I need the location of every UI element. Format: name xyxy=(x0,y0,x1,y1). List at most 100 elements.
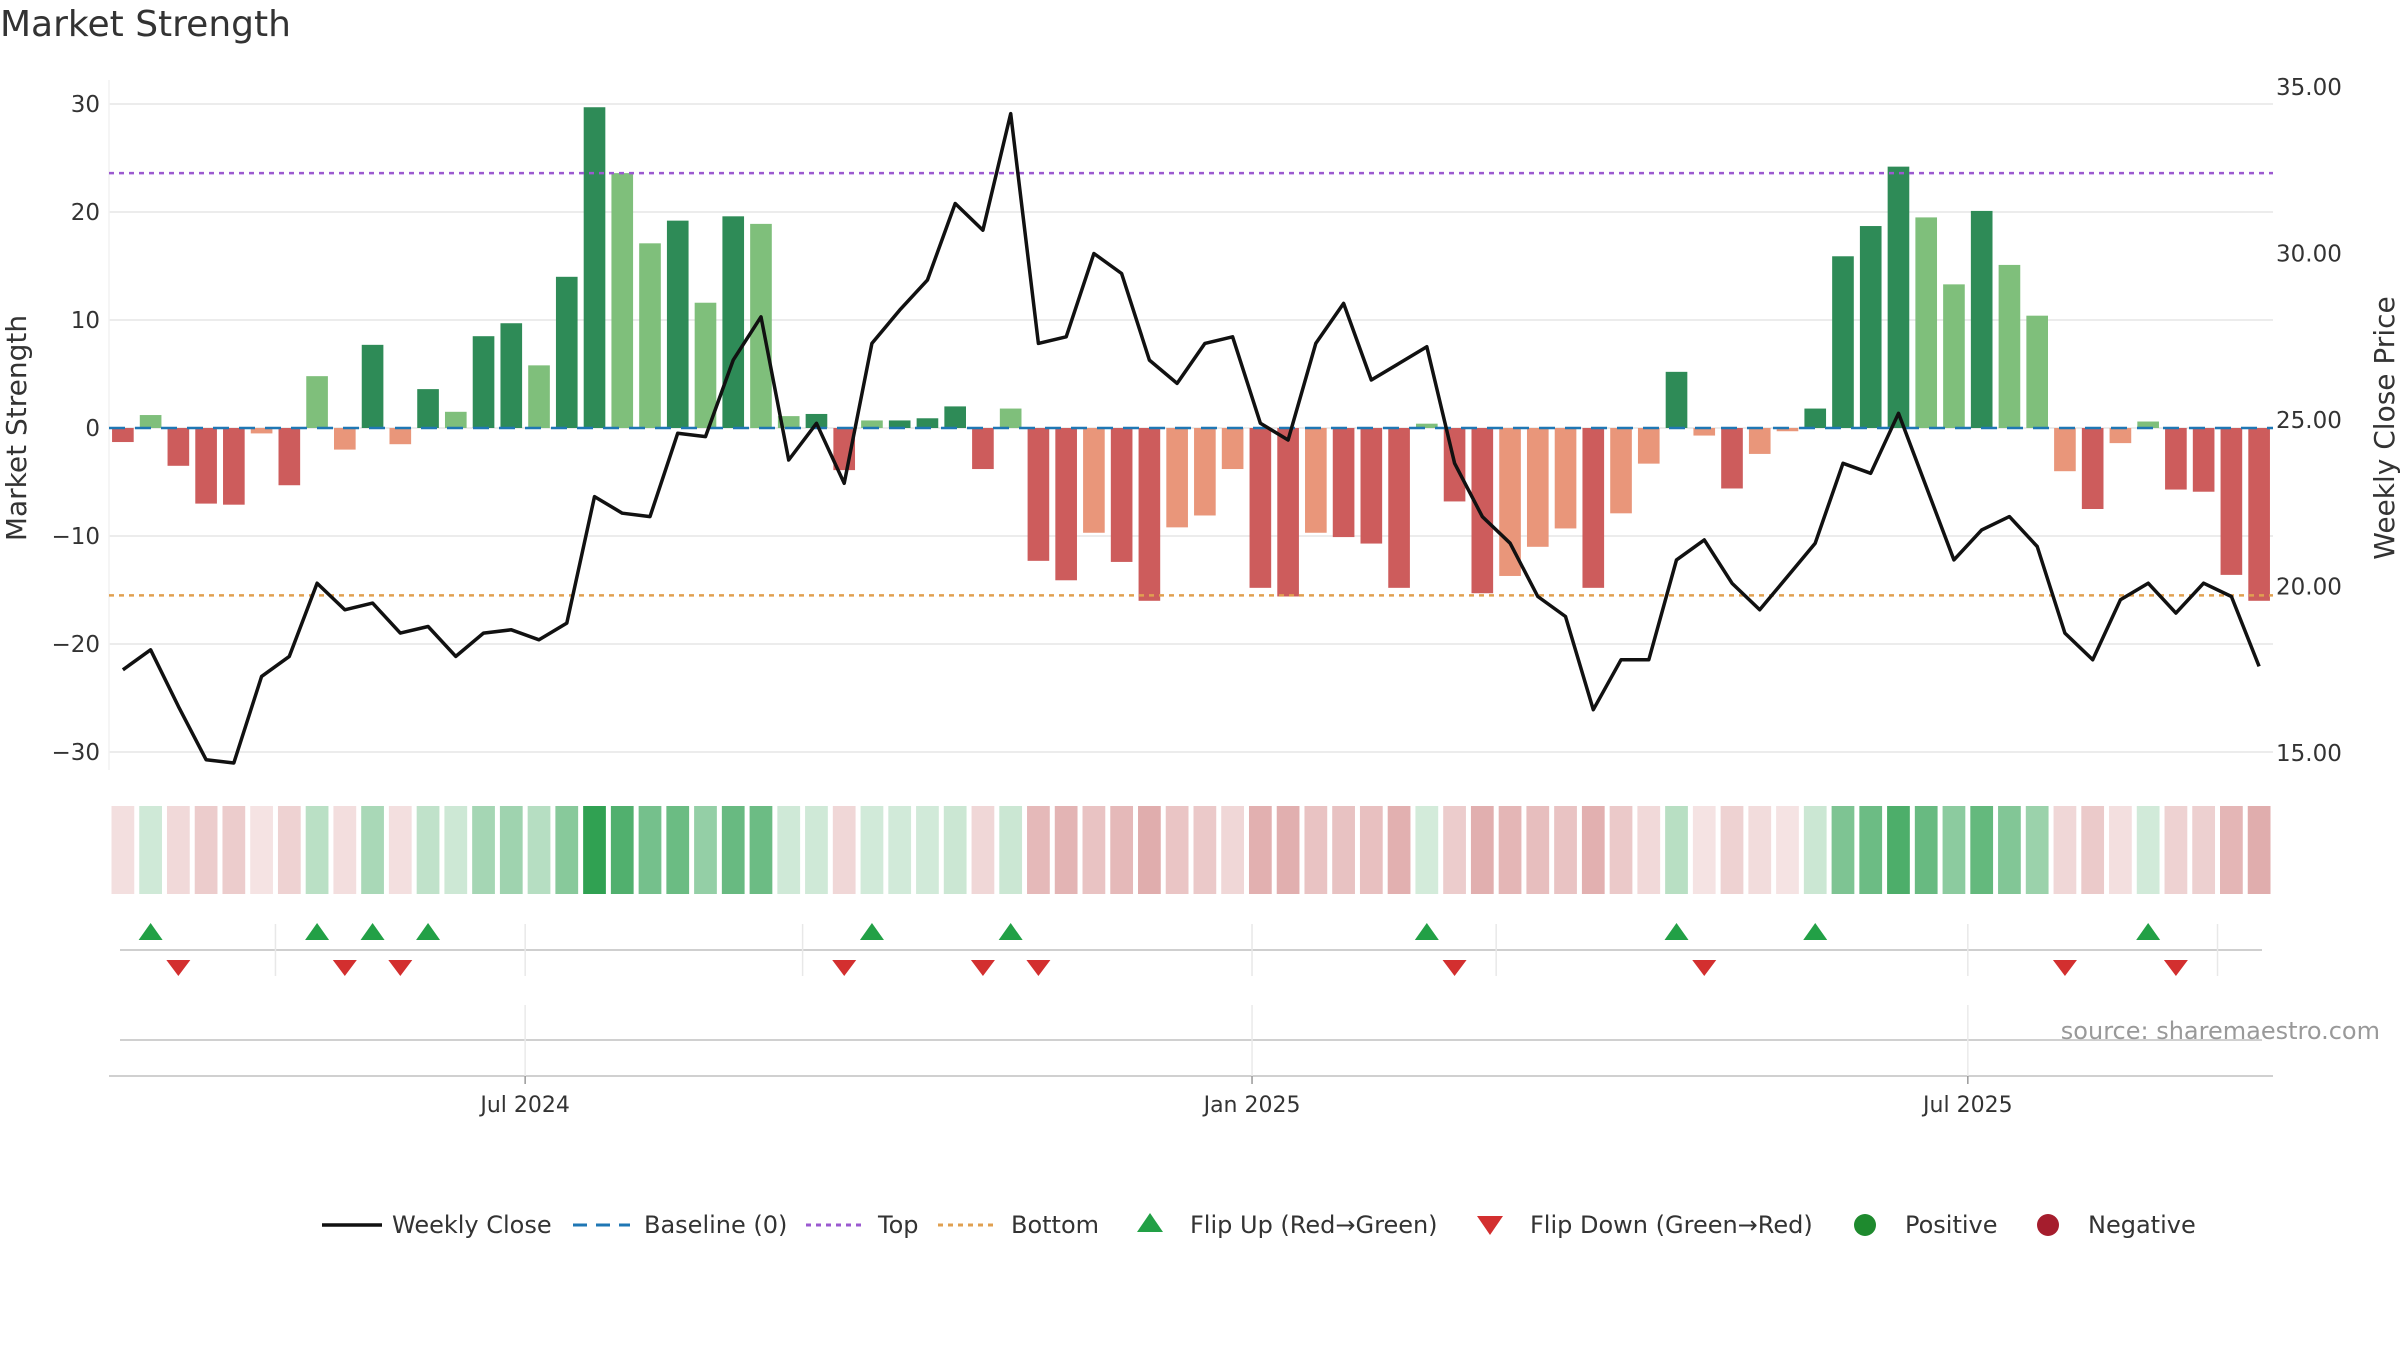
flip-up-marker xyxy=(360,923,385,940)
heat-cell xyxy=(2109,806,2132,894)
heat-cell xyxy=(1359,806,1383,894)
heat-cell xyxy=(250,806,273,894)
strength-bar xyxy=(555,276,578,428)
legend-flip-up-swatch xyxy=(1137,1213,1163,1232)
legend-positive-label: Positive xyxy=(1905,1211,1998,1239)
heat-cell xyxy=(444,806,468,894)
flip-down-marker xyxy=(166,960,191,976)
strength-bar xyxy=(611,173,634,428)
heat-cell xyxy=(194,806,218,894)
legend-negative-label: Negative xyxy=(2088,1211,2196,1239)
strength-bar xyxy=(472,336,495,428)
heat-cell xyxy=(166,806,190,894)
heat-cell xyxy=(888,806,912,894)
heat-cell xyxy=(777,806,801,894)
heat-cell xyxy=(277,806,301,894)
heat-cell xyxy=(1193,806,1217,894)
strength-bar xyxy=(1416,423,1438,428)
flip-down-marker xyxy=(2052,960,2077,976)
heat-cell xyxy=(333,806,357,894)
heat-cell xyxy=(805,806,828,894)
legend-top-label: Top xyxy=(877,1211,919,1239)
strength-bar xyxy=(1166,428,1188,528)
heat-cell xyxy=(1887,806,1910,894)
heat-cell xyxy=(1803,806,1827,894)
heat-cell xyxy=(499,806,523,894)
right-tick-label: 25.00 xyxy=(2276,408,2342,434)
chart-title: Market Strength xyxy=(0,4,291,45)
strength-bar xyxy=(1471,428,1494,594)
heat-cell xyxy=(1720,806,1744,894)
strength-bar xyxy=(1110,428,1133,562)
heat-cell xyxy=(1332,806,1355,894)
heat-cell xyxy=(1304,806,1328,894)
heat-cell xyxy=(1221,806,1244,894)
axes: 30 20 10 0 −10 −20 −30 35.00 30.00 25.00 20.00 15.0… xyxy=(0,75,2400,770)
heat-cell xyxy=(388,806,412,894)
strength-bar xyxy=(1582,428,1605,588)
legend-bottom-label: Bottom xyxy=(1011,1211,1099,1239)
strength-bar xyxy=(2081,428,2104,509)
heat-cell xyxy=(2164,806,2188,894)
strength-bar xyxy=(2165,428,2187,490)
strength-bar xyxy=(666,220,689,428)
strength-bar xyxy=(1083,428,1105,533)
legend-flip-down-swatch xyxy=(1477,1216,1503,1235)
flip-down-marker xyxy=(388,960,413,976)
strength-bar xyxy=(916,418,939,428)
strength-bar xyxy=(944,406,966,428)
heat-cell xyxy=(2247,806,2271,894)
flip-down-marker xyxy=(332,960,357,976)
left-tick-label: −20 xyxy=(51,632,100,658)
heat-cell xyxy=(361,806,384,894)
heat-cell xyxy=(1082,806,1106,894)
flip-up-marker xyxy=(998,923,1023,940)
flip-up-marker xyxy=(305,923,330,940)
heat-cell xyxy=(1387,806,1411,894)
strength-bar xyxy=(694,302,717,428)
heat-cell xyxy=(2025,806,2049,894)
strength-bars xyxy=(112,107,2270,601)
strength-bar xyxy=(1915,217,1938,428)
strength-heat-strip xyxy=(111,806,2271,894)
heat-cell xyxy=(2136,806,2160,894)
strength-bar xyxy=(805,413,828,428)
heat-cell xyxy=(1276,806,1300,894)
heat-cell xyxy=(1942,806,1966,894)
strength-bar xyxy=(167,428,190,466)
strength-bar xyxy=(2192,428,2215,492)
heat-cell xyxy=(1443,806,1466,894)
heat-cell xyxy=(1998,806,2021,894)
strength-bar xyxy=(444,411,467,428)
strength-bar xyxy=(1859,226,1882,428)
heat-cell xyxy=(111,806,135,894)
heat-cell xyxy=(749,806,773,894)
flip-down-marker xyxy=(1026,960,1051,976)
flip-markers-panel xyxy=(120,923,2262,976)
strength-bar xyxy=(500,323,523,428)
strength-bar xyxy=(2026,315,2048,428)
strength-bar xyxy=(861,420,883,428)
strength-bar xyxy=(1194,428,1216,516)
strength-bar xyxy=(1721,428,1743,489)
strength-bar xyxy=(2137,421,2159,428)
strength-bar xyxy=(1055,428,1077,581)
heat-cell xyxy=(638,806,662,894)
heat-cell xyxy=(472,806,495,894)
heat-cell xyxy=(139,806,162,894)
strength-bar xyxy=(972,428,994,470)
strength-bar xyxy=(1665,371,1688,428)
heat-cell xyxy=(916,806,939,894)
strength-bar xyxy=(1388,428,1410,588)
heat-cell xyxy=(1054,806,1078,894)
strength-bar xyxy=(223,428,245,505)
right-tick-label: 35.00 xyxy=(2276,75,2342,101)
x-tick-label: Jul 2025 xyxy=(1921,1093,2013,1118)
strength-bar xyxy=(389,428,412,445)
right-tick-label: 15.00 xyxy=(2276,741,2342,767)
strength-bar xyxy=(278,428,301,486)
heat-cell xyxy=(1470,806,1494,894)
strength-bar xyxy=(722,216,745,428)
x-tick-label: Jul 2024 xyxy=(478,1093,570,1118)
